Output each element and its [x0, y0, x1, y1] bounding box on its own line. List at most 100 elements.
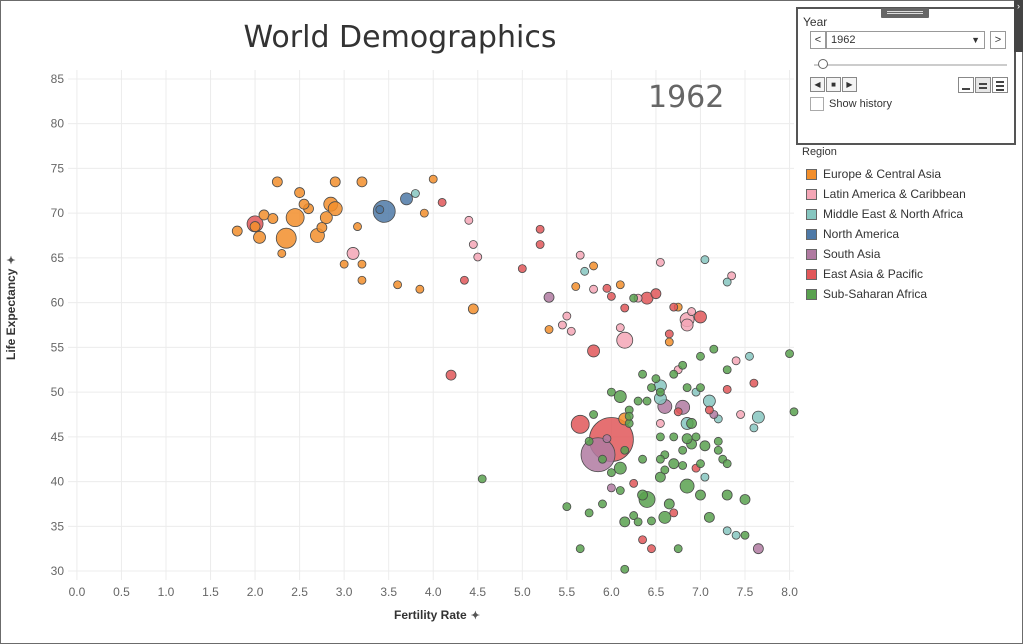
data-point[interactable] — [589, 410, 598, 419]
data-point[interactable] — [258, 209, 270, 221]
data-point[interactable] — [638, 369, 647, 379]
data-point[interactable] — [570, 414, 590, 434]
data-point[interactable] — [680, 318, 694, 332]
data-point[interactable] — [722, 459, 732, 469]
data-point[interactable] — [678, 461, 688, 470]
previous-year-button[interactable]: < — [810, 31, 826, 49]
data-point[interactable] — [727, 271, 737, 281]
data-point[interactable] — [749, 423, 759, 433]
data-point[interactable] — [566, 326, 576, 336]
data-point[interactable] — [629, 511, 639, 520]
data-point[interactable] — [619, 516, 631, 528]
data-point[interactable] — [749, 378, 759, 388]
data-point[interactable] — [277, 249, 287, 258]
data-point[interactable] — [544, 325, 554, 334]
data-point[interactable] — [752, 543, 764, 555]
data-point[interactable] — [477, 474, 487, 484]
data-point[interactable] — [629, 478, 639, 488]
legend-item[interactable]: North America — [806, 224, 966, 244]
data-point[interactable] — [620, 445, 630, 455]
next-year-button[interactable]: > — [990, 31, 1006, 49]
data-point[interactable] — [620, 303, 630, 313]
data-point[interactable] — [598, 499, 607, 509]
data-point[interactable] — [694, 310, 707, 324]
data-point[interactable] — [428, 174, 438, 184]
data-point[interactable] — [598, 454, 607, 464]
data-point[interactable] — [613, 390, 627, 403]
year-slider-track[interactable] — [814, 64, 1007, 66]
data-point[interactable] — [721, 489, 733, 501]
data-point[interactable] — [633, 517, 643, 527]
data-point[interactable] — [584, 508, 594, 518]
data-point[interactable] — [664, 329, 674, 339]
y-axis-label[interactable]: Life Expectancy ✦ — [4, 255, 18, 360]
data-point[interactable] — [327, 201, 343, 217]
data-point[interactable] — [704, 405, 714, 415]
data-point[interactable] — [695, 489, 706, 501]
data-point[interactable] — [575, 544, 585, 554]
data-point[interactable] — [271, 176, 283, 188]
data-point[interactable] — [722, 365, 732, 375]
year-slider-handle[interactable] — [817, 59, 828, 69]
data-point[interactable] — [445, 369, 457, 381]
data-point[interactable] — [275, 227, 297, 249]
data-point[interactable] — [654, 471, 666, 483]
data-point[interactable] — [624, 411, 634, 421]
data-point[interactable] — [589, 261, 598, 271]
data-point[interactable] — [356, 176, 368, 188]
data-point[interactable] — [664, 337, 674, 347]
data-point[interactable] — [681, 433, 693, 445]
data-point[interactable] — [679, 478, 695, 494]
data-point[interactable] — [606, 387, 616, 397]
data-point[interactable] — [739, 494, 751, 505]
show-history-checkbox[interactable] — [810, 97, 824, 111]
data-point[interactable] — [678, 445, 688, 455]
data-point[interactable] — [751, 410, 765, 424]
speed-fast-button[interactable] — [992, 77, 1008, 93]
pin-icon[interactable]: ✦ — [6, 255, 18, 265]
data-point[interactable] — [253, 230, 266, 244]
data-point[interactable] — [638, 535, 647, 545]
data-point[interactable] — [669, 508, 679, 518]
data-point[interactable] — [602, 283, 612, 293]
data-point[interactable] — [535, 240, 545, 249]
data-point[interactable] — [702, 394, 716, 408]
stop-button[interactable]: ■ — [826, 77, 841, 92]
data-point[interactable] — [584, 436, 594, 446]
data-point[interactable] — [231, 225, 243, 237]
data-point[interactable] — [713, 445, 723, 455]
data-point[interactable] — [703, 511, 715, 523]
data-point[interactable] — [575, 250, 585, 260]
data-point[interactable] — [460, 275, 469, 285]
data-point[interactable] — [562, 502, 572, 512]
data-point[interactable] — [731, 530, 741, 540]
data-point[interactable] — [353, 222, 362, 231]
play-backward-button[interactable]: ◀ — [810, 77, 825, 92]
legend-item[interactable]: Latin America & Caribbean — [806, 184, 966, 204]
data-point[interactable] — [642, 396, 652, 406]
play-forward-button[interactable]: ▶ — [842, 77, 857, 92]
data-point[interactable] — [249, 221, 261, 232]
data-point[interactable] — [557, 320, 567, 330]
year-select[interactable]: 1962 ▼ — [826, 31, 985, 49]
data-point[interactable] — [571, 282, 581, 291]
legend-item[interactable]: Middle East & North Africa — [806, 204, 966, 224]
data-point[interactable] — [587, 344, 600, 358]
data-point[interactable] — [655, 387, 665, 397]
data-point[interactable] — [686, 418, 697, 429]
data-point[interactable] — [740, 530, 750, 540]
legend-item[interactable]: East Asia & Pacific — [806, 264, 966, 284]
data-point[interactable] — [651, 374, 661, 384]
data-point[interactable] — [267, 213, 279, 224]
data-point[interactable] — [731, 356, 741, 366]
data-point[interactable] — [647, 544, 656, 554]
data-point[interactable] — [606, 468, 616, 478]
data-point[interactable] — [700, 472, 710, 482]
chevron-down-icon[interactable]: ▼ — [971, 35, 980, 45]
data-point[interactable] — [346, 247, 360, 260]
data-point[interactable] — [691, 432, 701, 442]
data-point[interactable] — [696, 459, 705, 469]
data-point[interactable] — [650, 288, 662, 300]
show-history-label[interactable]: Show history — [829, 98, 892, 110]
data-point[interactable] — [687, 307, 696, 316]
